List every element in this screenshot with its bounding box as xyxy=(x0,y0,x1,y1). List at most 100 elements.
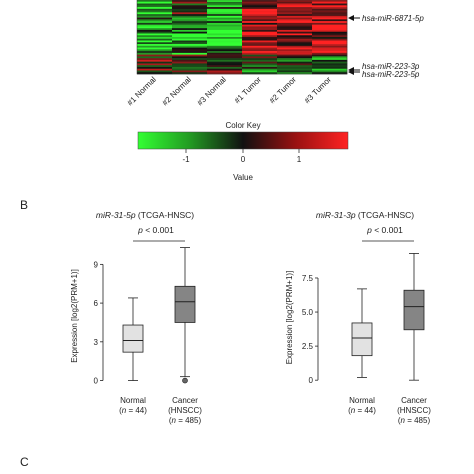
heatmap-cell xyxy=(137,31,173,34)
heatmap-cell xyxy=(137,26,173,29)
heatmap-cell xyxy=(242,63,278,66)
heatmap-cell xyxy=(242,65,278,68)
heatmap-cell xyxy=(277,10,313,13)
heatmap-cell xyxy=(172,42,208,45)
x-category-label: Normal xyxy=(120,396,146,405)
box xyxy=(351,322,373,357)
heatmap-cell xyxy=(207,42,243,45)
heatmap-cell xyxy=(137,58,173,61)
heatmap-cell xyxy=(242,49,278,52)
y-tick-label: 5.0 xyxy=(302,308,314,317)
heatmap-cell xyxy=(207,3,243,6)
heatmap-cell xyxy=(207,70,243,73)
heatmap-cell xyxy=(207,54,243,57)
heatmap-cell xyxy=(137,44,173,47)
heatmap-cell xyxy=(277,45,313,48)
heatmap-cell xyxy=(277,21,313,24)
heatmap-cell xyxy=(277,54,313,57)
panel-c-label: C xyxy=(20,455,29,469)
heatmap-cell xyxy=(312,10,348,13)
heatmap-cell xyxy=(137,0,173,3)
heatmap-cell xyxy=(172,35,208,38)
heatmap-cell xyxy=(207,1,243,4)
heatmap-cell xyxy=(172,56,208,59)
heatmap-cell xyxy=(312,7,348,10)
heatmap-cell xyxy=(312,28,348,31)
heatmap-cell xyxy=(277,42,313,45)
heatmap-cell xyxy=(172,31,208,34)
heatmap-cell xyxy=(277,31,313,34)
heatmap-cell xyxy=(207,29,243,33)
heatmap-cell xyxy=(277,70,313,73)
heatmap-cell xyxy=(312,0,348,3)
heatmap-cell xyxy=(277,47,313,50)
x-sample-size-label: (n = 485) xyxy=(169,416,202,425)
heatmap-cell xyxy=(242,28,278,31)
heatmap-cell xyxy=(312,51,348,54)
heatmap-cell xyxy=(277,3,313,6)
box xyxy=(174,285,196,323)
heatmap-cell xyxy=(242,5,278,8)
heatmap-cell xyxy=(137,47,173,50)
heatmap-cell xyxy=(207,12,243,15)
heatmap-cell xyxy=(172,15,208,18)
y-tick-label: 3 xyxy=(94,338,99,347)
heatmap-cell xyxy=(312,70,348,73)
heatmap-cell xyxy=(172,59,208,62)
heatmap-cell xyxy=(207,35,243,38)
box xyxy=(122,324,144,353)
heatmap-cell xyxy=(207,37,243,40)
heatmap-cell xyxy=(207,65,243,68)
heatmap-cell xyxy=(172,1,208,4)
heatmap-cell xyxy=(242,26,278,29)
heatmap-cell xyxy=(312,19,348,22)
annotation-label: hsa-miR-6871-5p xyxy=(362,14,424,23)
heatmap-cell xyxy=(312,72,348,75)
heatmap-cell xyxy=(172,45,208,48)
heatmap-cell xyxy=(172,38,208,41)
heatmap-cell xyxy=(137,49,173,52)
heatmap-cell xyxy=(207,59,243,62)
heatmap-cell xyxy=(312,56,348,59)
heatmap-cell xyxy=(277,29,313,33)
heatmap-cell xyxy=(207,14,243,17)
boxplot-title: miR-31-3p (TCGA-HNSC) xyxy=(316,210,414,220)
heatmap-cell xyxy=(207,15,243,18)
heatmap-column-labels: #1 Normal #2 Normal #3 Normal #1 Tumor #2 Tu… xyxy=(125,75,333,108)
color-key-tick-label: 1 xyxy=(297,155,302,164)
heatmap-cell xyxy=(137,68,173,71)
heatmap-cell xyxy=(277,59,313,62)
heatmap-cell xyxy=(172,5,208,8)
heatmap-cell xyxy=(137,17,173,20)
heatmap-cell xyxy=(137,8,173,11)
heatmap-cell xyxy=(277,8,313,11)
heatmap-cell xyxy=(312,63,348,66)
heatmap-cell xyxy=(242,35,278,38)
heatmap-cell xyxy=(277,0,313,3)
heatmap-cell xyxy=(312,66,348,70)
heatmap-cell xyxy=(207,56,243,59)
heatmap-cell xyxy=(312,47,348,50)
heatmap-cell xyxy=(277,26,313,29)
heatmap-cell xyxy=(172,44,208,47)
heatmap-cell xyxy=(312,45,348,48)
heatmap-cell xyxy=(137,70,173,73)
heatmap-cell xyxy=(207,49,243,52)
heatmap-cell xyxy=(277,15,313,18)
heatmap-cell xyxy=(207,66,243,70)
heatmap-cell xyxy=(207,17,243,20)
heatmap-cell xyxy=(242,70,278,73)
x-category-label: (HNSCC) xyxy=(397,406,431,415)
heatmap-cell xyxy=(277,66,313,70)
heatmap-cell xyxy=(207,72,243,75)
heatmap xyxy=(136,0,348,75)
heatmap-cell xyxy=(242,10,278,13)
heatmap-cell xyxy=(277,72,313,75)
heatmap-cell xyxy=(242,51,278,54)
heatmap-cell xyxy=(172,70,208,73)
heatmap-cell xyxy=(172,19,208,22)
heatmap-cell xyxy=(277,44,313,47)
heatmap-cell xyxy=(137,7,173,10)
heatmap-cell xyxy=(312,54,348,57)
heatmap-cell xyxy=(137,37,173,40)
